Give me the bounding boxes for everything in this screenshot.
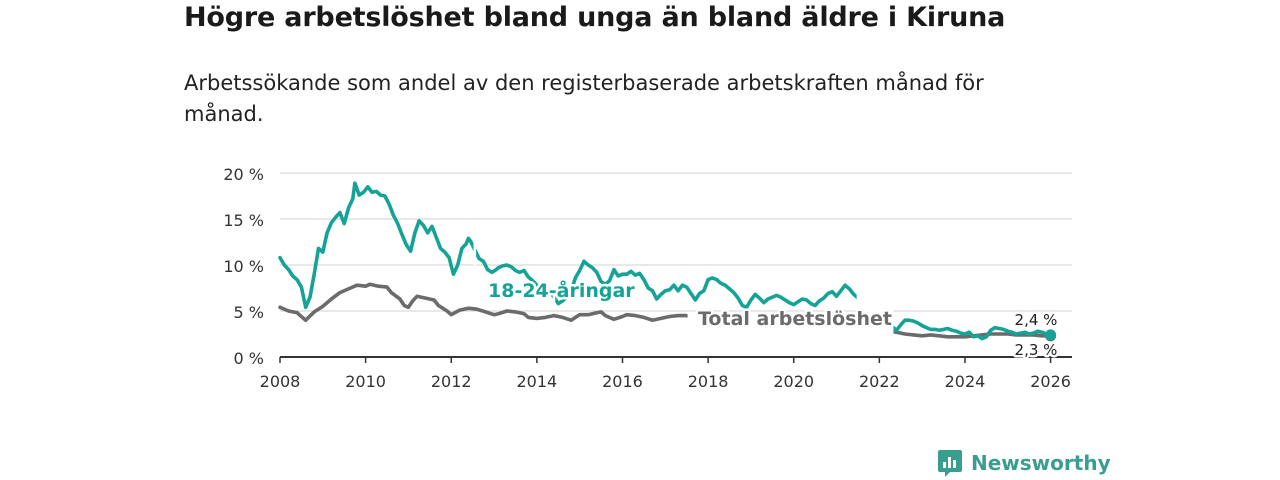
- series-lines: [278, 181, 1057, 342]
- x-tick-label: 2018: [688, 372, 729, 391]
- x-tick-label: 2026: [1030, 372, 1071, 391]
- x-axis: 2008 2010 2012 2014 2016 2018 2020 2022 2024 2026: [260, 356, 1072, 391]
- y-tick-label: 5 %: [234, 303, 264, 322]
- x-tick-label: 2020: [773, 372, 814, 391]
- x-tick-label: 2024: [945, 372, 986, 391]
- y-tick-label: 0 %: [234, 349, 264, 368]
- series-line-total: [278, 282, 1053, 339]
- series-label-total: Total arbetslöshet: [698, 308, 892, 330]
- x-tick-label: 2010: [345, 372, 386, 391]
- series-gap: [552, 284, 556, 308]
- end-value-label-youth: 2,4 %: [1015, 311, 1058, 329]
- x-tick-label: 2016: [602, 372, 643, 391]
- x-tick-label: 2012: [431, 372, 472, 391]
- series-line-youth: [278, 181, 1053, 341]
- brand-name: Newsworthy: [971, 451, 1111, 475]
- end-point-youth: [1045, 329, 1057, 341]
- y-tick-label: 20 %: [223, 165, 264, 184]
- end-value-label-total: 2,3 %: [1015, 341, 1058, 359]
- y-tick-label: 15 %: [223, 211, 264, 230]
- x-tick-label: 2014: [517, 372, 558, 391]
- brand-logo: Newsworthy: [937, 448, 1111, 478]
- newsworthy-logo-icon: [938, 450, 962, 477]
- chart-title: Högre arbetslöshet bland unga än bland ä…: [184, 2, 1006, 33]
- x-tick-label: 2008: [260, 372, 301, 391]
- chart-subtitle: Arbetssökande som andel av den registerb…: [184, 71, 984, 126]
- series-gap: [473, 234, 477, 266]
- y-tick-label: 10 %: [223, 257, 264, 276]
- x-tick-label: 2022: [859, 372, 900, 391]
- series-gap: [687, 311, 873, 335]
- y-axis: 0 % 5 % 10 % 15 % 20 %: [223, 165, 264, 368]
- series-label-youth: 18-24-åringar: [488, 278, 635, 302]
- series-labels: 18-24-åringar Total arbetslöshet 2,4 % 2,3 …: [486, 276, 1060, 362]
- gridlines: [280, 172, 1072, 312]
